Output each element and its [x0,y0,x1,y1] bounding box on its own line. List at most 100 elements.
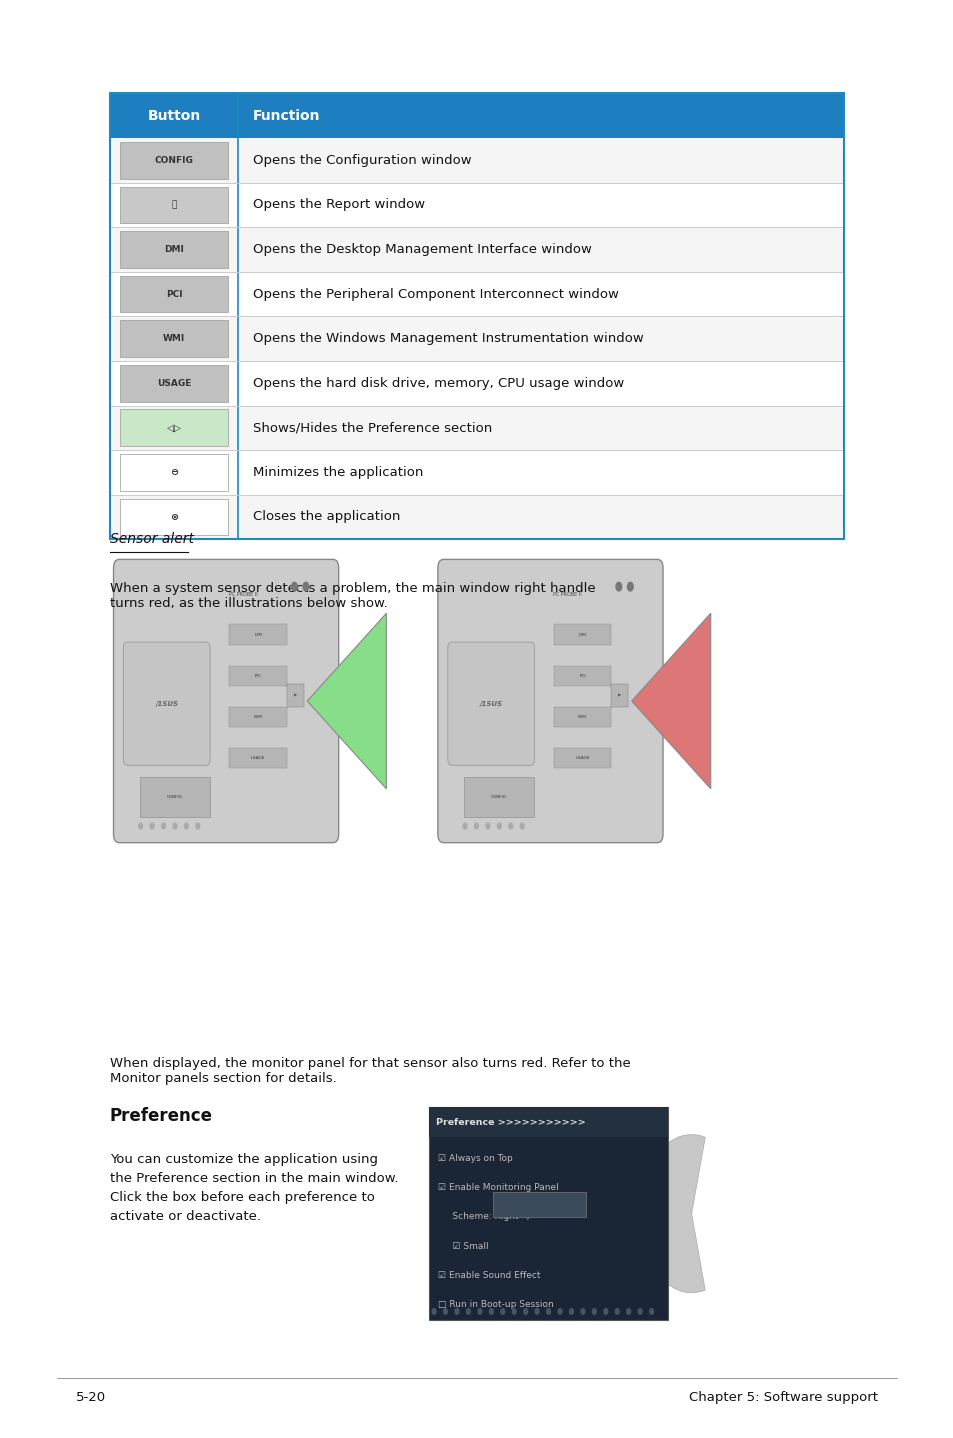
FancyBboxPatch shape [120,187,228,223]
Circle shape [303,582,309,591]
Circle shape [474,823,477,828]
Circle shape [558,1309,561,1314]
Text: DMI: DMI [578,633,586,637]
FancyBboxPatch shape [553,707,611,728]
FancyBboxPatch shape [229,624,287,644]
Bar [110,406,843,450]
Text: Preference >>>>>>>>>>>: Preference >>>>>>>>>>> [436,1117,585,1126]
FancyBboxPatch shape [120,454,228,490]
FancyBboxPatch shape [553,748,611,768]
Text: When a system sensor detects a problem, the main window right handle
turns red, : When a system sensor detects a problem, … [110,582,595,610]
Circle shape [432,1309,436,1314]
Circle shape [443,1309,447,1314]
Bar [110,93,843,138]
FancyBboxPatch shape [287,684,304,707]
Bar [110,227,843,272]
Wedge shape [639,1135,704,1293]
Text: Opens the Windows Management Instrumentation window: Opens the Windows Management Instrumenta… [253,332,642,345]
FancyBboxPatch shape [447,641,534,765]
Text: Shows/Hides the Preference section: Shows/Hides the Preference section [253,421,492,434]
Circle shape [638,1309,641,1314]
FancyBboxPatch shape [120,232,228,267]
Bar [110,316,843,361]
FancyBboxPatch shape [553,666,611,686]
FancyBboxPatch shape [120,276,228,312]
Circle shape [497,823,500,828]
Text: PC PROBE II: PC PROBE II [553,592,581,597]
Text: 5-20: 5-20 [76,1391,107,1405]
Circle shape [150,823,153,828]
Circle shape [184,823,188,828]
Text: /1SUS: /1SUS [479,700,502,706]
Text: ◁▷: ◁▷ [167,423,181,433]
Text: When displayed, the monitor panel for that sensor also turns red. Refer to the
M: When displayed, the monitor panel for th… [110,1057,630,1084]
Circle shape [161,823,165,828]
Bar [429,1107,667,1137]
FancyBboxPatch shape [120,321,228,357]
Text: Scheme: Right  ▽: Scheme: Right ▽ [437,1212,531,1221]
Circle shape [519,823,523,828]
Circle shape [627,582,633,591]
Text: □ Run in Boot-up Session: □ Run in Boot-up Session [437,1300,553,1309]
Bar [110,183,843,227]
Circle shape [500,1309,504,1314]
Bar [110,495,843,539]
Text: Opens the hard disk drive, memory, CPU usage window: Opens the hard disk drive, memory, CPU u… [253,377,623,390]
Circle shape [195,823,199,828]
Circle shape [512,1309,516,1314]
Text: DMI: DMI [164,244,184,255]
Text: USAGE: USAGE [251,756,265,761]
Text: ☑ Enable Monitoring Panel: ☑ Enable Monitoring Panel [437,1183,558,1192]
Text: PCI: PCI [578,674,585,677]
Bar [110,361,843,406]
FancyBboxPatch shape [120,142,228,178]
Text: WMI: WMI [163,334,185,344]
FancyBboxPatch shape [611,684,628,707]
Circle shape [592,1309,596,1314]
Text: ⊗: ⊗ [170,512,178,522]
Text: ☑ Enable Sound Effect: ☑ Enable Sound Effect [437,1271,539,1280]
FancyBboxPatch shape [229,666,287,686]
Text: Minimizes the application: Minimizes the application [253,466,422,479]
Text: Opens the Desktop Management Interface window: Opens the Desktop Management Interface w… [253,243,591,256]
Text: ▶: ▶ [618,693,620,697]
Text: Opens the Peripheral Component Interconnect window: Opens the Peripheral Component Interconn… [253,288,618,301]
FancyBboxPatch shape [553,624,611,644]
Circle shape [603,1309,607,1314]
Circle shape [462,823,466,828]
Text: PCI: PCI [254,674,261,677]
Text: DMI: DMI [254,633,262,637]
Text: Opens the Configuration window: Opens the Configuration window [253,154,471,167]
Circle shape [489,1309,493,1314]
Text: USAGE: USAGE [156,378,191,388]
Circle shape [138,823,142,828]
Circle shape [523,1309,527,1314]
Polygon shape [631,613,710,789]
Circle shape [172,823,176,828]
Circle shape [455,1309,458,1314]
Text: Preference: Preference [110,1106,213,1125]
Text: WMI: WMI [578,715,586,719]
Text: ⊖: ⊖ [170,467,178,477]
FancyBboxPatch shape [120,499,228,535]
Text: Button: Button [147,109,200,122]
Text: WMI: WMI [253,715,262,719]
Circle shape [477,1309,481,1314]
Circle shape [580,1309,584,1314]
FancyBboxPatch shape [437,559,662,843]
Circle shape [546,1309,550,1314]
Circle shape [508,823,512,828]
Polygon shape [307,613,386,789]
FancyBboxPatch shape [123,641,210,765]
Text: CONFIG: CONFIG [154,155,193,165]
Circle shape [615,1309,618,1314]
Circle shape [535,1309,538,1314]
Text: CONFIG: CONFIG [491,795,507,798]
Text: PC PROBE II: PC PROBE II [229,592,257,597]
FancyBboxPatch shape [493,1192,585,1217]
Text: PCI: PCI [166,289,182,299]
Circle shape [649,1309,653,1314]
Circle shape [616,582,621,591]
FancyBboxPatch shape [139,777,210,817]
Circle shape [292,582,297,591]
